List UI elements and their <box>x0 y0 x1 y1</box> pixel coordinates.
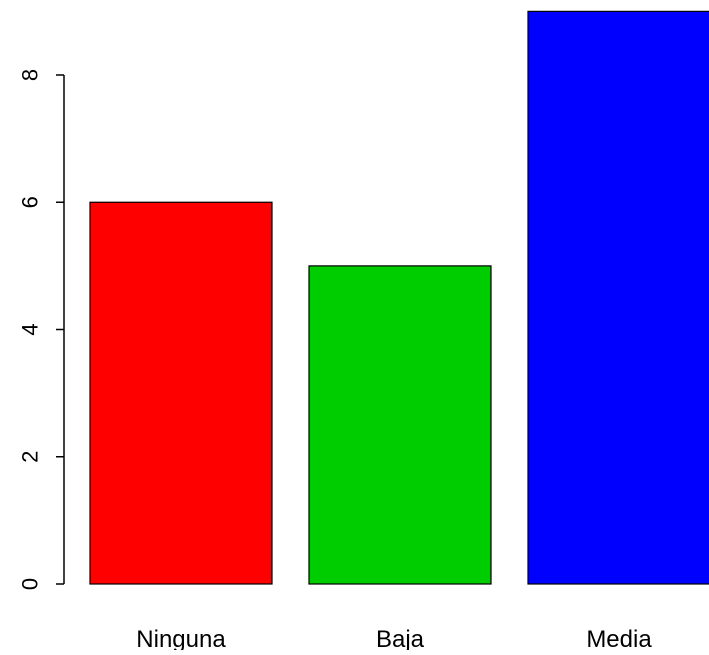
y-axis: 0 2 4 6 8 <box>18 69 65 590</box>
y-tick-label: 6 <box>18 196 43 208</box>
x-category-label: Media <box>586 626 652 650</box>
bars-group <box>89 10 709 585</box>
bar-baja <box>308 265 492 585</box>
bar-ninguna <box>89 201 273 585</box>
y-tick-label: 4 <box>18 323 43 335</box>
bar-media <box>527 10 709 585</box>
x-category-label: Baja <box>376 626 425 650</box>
y-tick-label: 2 <box>18 451 43 463</box>
y-tick-label: 8 <box>18 69 43 81</box>
x-axis-labels: Ninguna Baja Media <box>136 626 652 653</box>
y-tick-label: 0 <box>18 578 43 590</box>
x-category-label: Ninguna <box>136 626 226 650</box>
